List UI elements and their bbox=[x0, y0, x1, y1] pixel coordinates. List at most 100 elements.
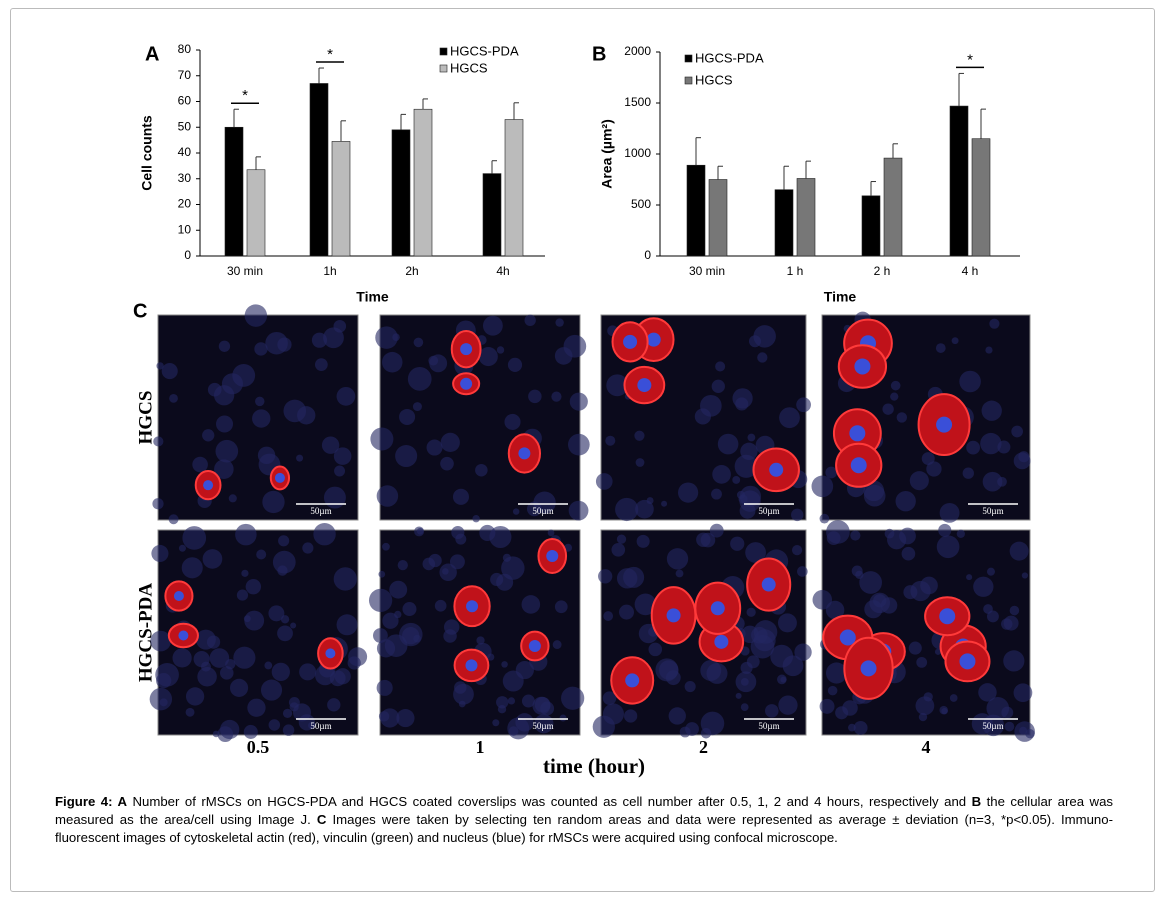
micrograph: 50µm bbox=[370, 314, 590, 523]
texture bbox=[717, 433, 739, 455]
texture bbox=[997, 476, 1007, 487]
texture bbox=[882, 403, 894, 415]
texture bbox=[215, 439, 239, 463]
bar bbox=[708, 179, 728, 257]
texture bbox=[949, 694, 958, 702]
texture bbox=[863, 484, 886, 507]
texture bbox=[847, 723, 856, 732]
y-tick-label: 80 bbox=[178, 42, 192, 56]
cell-nucleus bbox=[761, 577, 776, 592]
x-tick-label: 4h bbox=[496, 264, 509, 278]
texture bbox=[747, 433, 756, 442]
texture bbox=[734, 454, 758, 478]
cell-nucleus bbox=[850, 457, 867, 474]
scale-bar-label: 50µm bbox=[982, 506, 1003, 516]
cell-nucleus bbox=[625, 673, 640, 688]
texture bbox=[675, 569, 684, 578]
y-tick-label: 2000 bbox=[624, 44, 651, 58]
texture bbox=[507, 357, 523, 372]
texture bbox=[380, 708, 400, 728]
texture bbox=[611, 542, 626, 557]
texture bbox=[396, 709, 415, 728]
texture bbox=[901, 546, 916, 561]
texture bbox=[684, 680, 696, 693]
texture bbox=[890, 392, 899, 401]
texture bbox=[655, 658, 679, 682]
y-axis-label: Cell counts bbox=[139, 115, 155, 191]
texture bbox=[428, 553, 442, 568]
texture bbox=[504, 413, 521, 431]
texture bbox=[779, 407, 800, 429]
texture bbox=[1004, 721, 1015, 732]
texture bbox=[850, 530, 861, 541]
texture bbox=[241, 569, 249, 577]
texture bbox=[986, 567, 996, 576]
texture bbox=[455, 533, 467, 545]
texture bbox=[492, 719, 500, 727]
texture bbox=[260, 679, 283, 701]
micrograph: 50µm bbox=[368, 524, 585, 740]
texture bbox=[169, 394, 178, 403]
cell-nucleus bbox=[274, 472, 285, 483]
column-label: 0.5 bbox=[247, 737, 270, 757]
texture bbox=[603, 611, 614, 621]
y-tick-label: 0 bbox=[184, 248, 191, 262]
texture bbox=[595, 473, 613, 490]
y-tick-label: 60 bbox=[178, 94, 192, 108]
texture bbox=[333, 567, 357, 591]
texture bbox=[648, 642, 663, 657]
texture bbox=[440, 432, 460, 453]
texture bbox=[956, 529, 965, 538]
texture bbox=[899, 527, 916, 545]
texture bbox=[748, 335, 761, 348]
error-bar bbox=[340, 120, 346, 142]
texture bbox=[730, 536, 745, 551]
texture bbox=[299, 663, 317, 681]
texture bbox=[496, 696, 509, 709]
error-bar bbox=[892, 143, 898, 159]
bar bbox=[391, 129, 411, 257]
y-tick-label: 500 bbox=[631, 197, 651, 211]
texture bbox=[454, 681, 467, 694]
error-bar bbox=[695, 137, 701, 166]
texture bbox=[926, 461, 942, 477]
texture bbox=[915, 696, 935, 716]
row-label: HGCS bbox=[135, 391, 156, 445]
y-tick-label: 30 bbox=[178, 171, 192, 185]
texture bbox=[489, 525, 512, 549]
texture bbox=[512, 508, 520, 515]
texture bbox=[521, 595, 541, 614]
caption: Figure 4: A Number of rMSCs on HGCS-PDA … bbox=[55, 793, 1113, 847]
scale-bar-label: 50µm bbox=[758, 506, 779, 516]
texture bbox=[661, 500, 668, 507]
cell-nucleus bbox=[854, 358, 871, 375]
texture bbox=[895, 491, 916, 512]
texture bbox=[373, 628, 388, 643]
texture bbox=[375, 326, 398, 349]
y-tick-label: 40 bbox=[178, 145, 192, 159]
cell-nucleus bbox=[666, 608, 681, 623]
y-tick-label: 1000 bbox=[624, 146, 651, 160]
texture bbox=[735, 671, 757, 693]
legend-swatch bbox=[684, 54, 693, 63]
texture bbox=[978, 683, 997, 702]
texture bbox=[507, 697, 516, 705]
texture bbox=[966, 574, 973, 581]
texture bbox=[233, 646, 256, 669]
bar bbox=[971, 138, 991, 257]
texture bbox=[336, 386, 356, 406]
bar bbox=[331, 141, 351, 257]
texture bbox=[696, 532, 711, 547]
texture bbox=[168, 514, 179, 525]
texture bbox=[909, 471, 929, 491]
texture bbox=[602, 691, 617, 705]
cell-nucleus bbox=[546, 549, 559, 562]
texture bbox=[244, 610, 265, 631]
texture bbox=[336, 614, 358, 636]
micrograph: 50µm bbox=[812, 520, 1035, 742]
texture bbox=[989, 318, 1000, 329]
cell-nucleus bbox=[959, 653, 976, 670]
texture bbox=[533, 491, 556, 514]
texture bbox=[712, 465, 731, 484]
texture bbox=[476, 636, 485, 645]
